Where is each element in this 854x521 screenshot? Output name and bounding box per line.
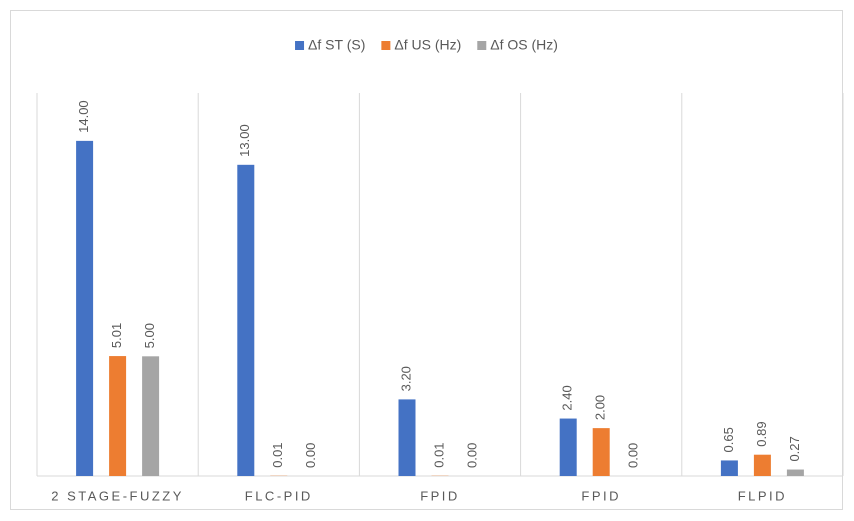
x-tick-label: 2 STAGE-FUZZY	[51, 488, 184, 503]
bar	[109, 356, 127, 476]
bar	[720, 460, 738, 476]
bar	[76, 140, 94, 476]
chart-border	[10, 10, 843, 510]
legend-swatch	[295, 41, 305, 50]
legend-swatch	[477, 41, 487, 50]
bar	[142, 356, 160, 476]
data-label: 0.00	[303, 443, 318, 468]
x-tick-label: FPID	[420, 488, 460, 503]
data-label: 0.89	[754, 421, 769, 446]
bar	[559, 418, 577, 476]
data-label: 2.00	[593, 395, 608, 420]
data-label: 3.20	[398, 366, 413, 391]
legend-label: Δf US (Hz)	[394, 37, 461, 53]
data-label: 0.65	[721, 427, 736, 452]
data-label: 2.40	[560, 385, 575, 410]
bar	[592, 428, 610, 476]
x-tick-label: FLPID	[738, 488, 787, 503]
bar	[398, 399, 416, 476]
data-label: 14.00	[76, 100, 91, 133]
data-label: 5.00	[142, 323, 157, 348]
x-tick-label: FLC-PID	[245, 488, 313, 503]
data-label: 0.00	[626, 443, 641, 468]
data-label: 5.01	[109, 323, 124, 348]
data-label: 0.00	[464, 443, 479, 468]
legend-label: Δf ST (S)	[308, 37, 365, 53]
data-label: 13.00	[237, 124, 252, 157]
bar	[753, 454, 771, 476]
x-tick-label: FPID	[581, 488, 621, 503]
bar	[237, 164, 255, 476]
legend-swatch	[381, 41, 391, 50]
bar	[786, 469, 804, 476]
legend-label: Δf OS (Hz)	[490, 37, 558, 53]
data-label: 0.01	[431, 442, 446, 467]
data-label: 0.01	[270, 442, 285, 467]
data-label: 0.27	[787, 436, 802, 461]
